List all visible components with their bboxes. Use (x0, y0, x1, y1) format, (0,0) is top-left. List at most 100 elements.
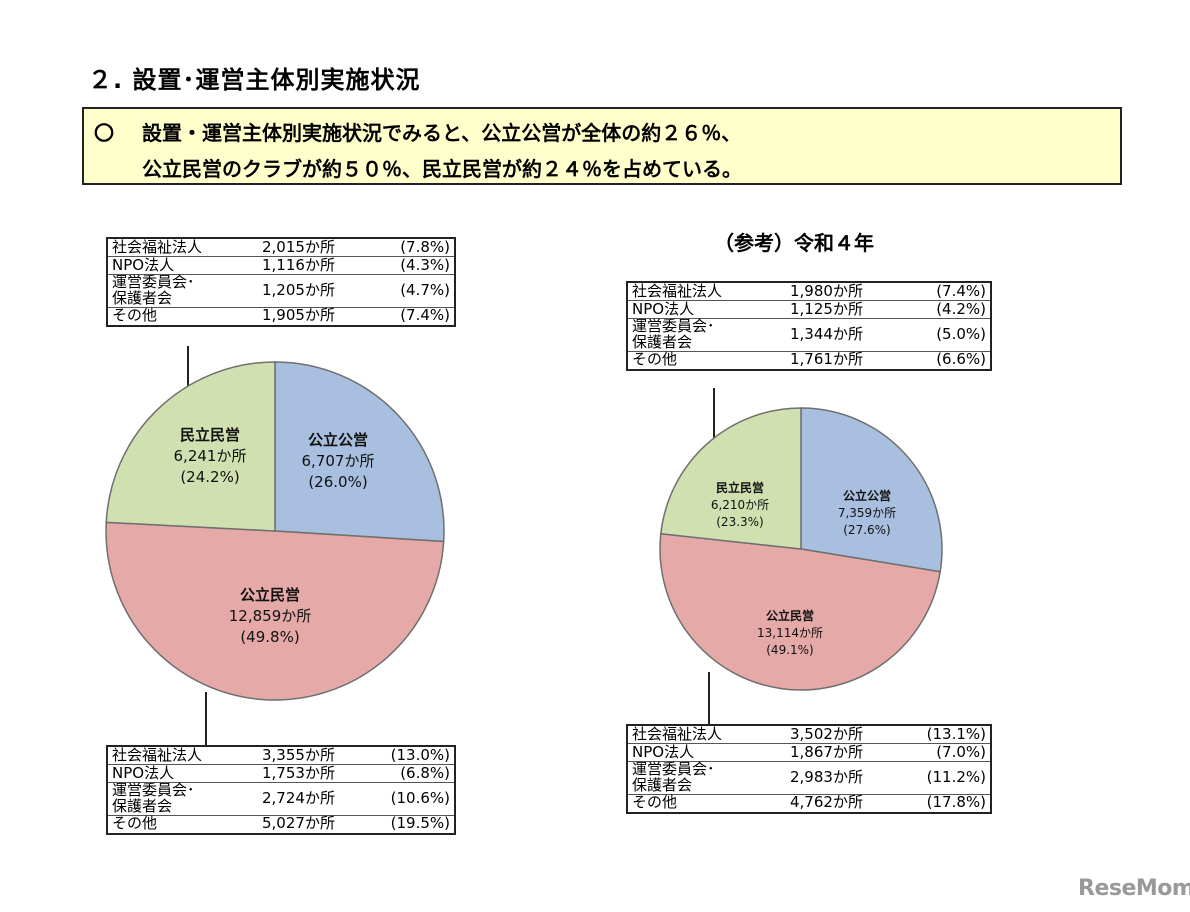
slice-category-label: 民立民営 (716, 480, 764, 495)
row-name-line: 運営委員会･ (112, 273, 195, 291)
pie-chart-current: 公立公営 6,707か所 (26.0%) 公立民営 12,859か所 (49.8%) 民立民… (105, 361, 445, 701)
row-count: 1,905か所 (258, 306, 374, 326)
table-row: その他 4,762か所 (17.8%) (627, 793, 991, 813)
table-row: 社会福祉法人 1,980か所 (7.4%) (627, 282, 991, 301)
slice-percent-label: (23.3%) (716, 515, 763, 529)
row-name: その他 (627, 350, 786, 370)
breakdown-table-reference-private: 社会福祉法人 1,980か所 (7.4%) NPO法人 1,125か所 (4.2… (626, 281, 992, 371)
row-percent: (7.0%) (900, 743, 991, 762)
row-name-line: 運営委員会･ (632, 317, 715, 335)
row-name: 運営委員会･ 保護者会 (627, 760, 786, 794)
row-name-line: 保護者会 (112, 796, 173, 815)
slice-count-label: 6,210か所 (711, 498, 769, 512)
slice-percent-label: (49.1%) (766, 643, 813, 657)
watermark-logo: ReseMom (1078, 876, 1190, 901)
slice-count-label: 6,241か所 (174, 447, 247, 465)
row-count: 4,762か所 (786, 793, 900, 813)
row-percent: (4.7%) (374, 274, 455, 307)
row-count: 1,205か所 (258, 274, 374, 307)
row-name: その他 (627, 793, 786, 813)
row-name-line: 運営委員会･ (632, 760, 715, 778)
row-count: 1,344か所 (786, 318, 900, 351)
pie-chart-reference: 公立公営 7,359か所 (27.6%) 公立民営 13,114か所 (49.1%) 民立民… (659, 407, 943, 691)
slice-category-label: 公立公営 (843, 488, 891, 503)
table-row: 社会福祉法人 2,015か所 (7.8%) (107, 238, 455, 257)
table-row: NPO法人 1,753か所 (6.8%) (107, 764, 455, 783)
slice-category-label: 公立公営 (308, 431, 368, 449)
table-row: その他 1,761か所 (6.6%) (627, 350, 991, 370)
row-name-line: 保護者会 (632, 332, 693, 351)
row-count: 2,015か所 (262, 237, 335, 256)
row-percent: (13.0%) (390, 745, 450, 764)
summary-box: 〇 設置・運営主体別実施状況でみると、公立公営が全体の約２６％、 公立民営のクラ… (82, 107, 1122, 185)
slice-percent-label: (26.0%) (308, 473, 367, 491)
row-name-line: 運営委員会･ (112, 781, 195, 799)
row-percent: (17.8%) (900, 793, 991, 813)
row-name: その他 (107, 306, 258, 326)
row-name: NPO法人 (627, 743, 786, 762)
table-row: 運営委員会･ 保護者会 1,205か所 (4.7%) (107, 273, 455, 307)
slice-count-label: 13,114か所 (757, 626, 823, 640)
table-row: 運営委員会･ 保護者会 2,983か所 (11.2%) (627, 760, 991, 794)
reference-title: （参考）令和４年 (714, 231, 874, 255)
row-count: 1,116か所 (258, 256, 374, 275)
slice-count-label: 6,707か所 (302, 452, 375, 470)
table-row: NPO法人 1,125か所 (4.2%) (627, 300, 991, 319)
table-row: NPO法人 1,867か所 (7.0%) (627, 743, 991, 762)
row-name: NPO法人 (107, 256, 258, 275)
slice-category-label: 公立民営 (240, 586, 300, 604)
summary-line-2: 公立民営のクラブが約５０％、民立民営が約２４％を占めている。 (142, 157, 742, 181)
breakdown-table-current-public-private: 社会福祉法人 3,355か所 (13.0%) NPO法人 1,753か所 (6.… (106, 745, 456, 835)
table-row: 運営委員会･ 保護者会 2,724か所 (10.6%) (107, 781, 455, 815)
pie-slice (660, 407, 802, 550)
breakdown-table-reference-public-private: 社会福祉法人 3,502か所 (13.1%) NPO法人 1,867か所 (7.… (626, 724, 992, 814)
row-name-line: 保護者会 (112, 288, 173, 307)
row-count: 1,980か所 (790, 281, 863, 300)
row-count: 3,502か所 (790, 724, 863, 743)
row-name: 社会福祉法人 (112, 745, 203, 764)
row-count: 5,027か所 (258, 814, 374, 834)
page-heading: ２. 設置･運営主体別実施状況 (88, 66, 421, 94)
pie-slice (659, 532, 942, 691)
slice-percent-label: (24.2%) (180, 468, 239, 486)
breakdown-table-current-private: 社会福祉法人 2,015か所 (7.8%) NPO法人 1,116か所 (4.3… (106, 237, 456, 327)
slice-category-label: 民立民営 (180, 426, 240, 444)
row-percent: (11.2%) (900, 761, 991, 794)
row-percent: (10.6%) (374, 782, 455, 815)
circle-bullet: 〇 (94, 121, 114, 145)
row-name: その他 (107, 814, 258, 834)
slice-count-label: 7,359か所 (838, 506, 896, 520)
table-row: その他 1,905か所 (7.4%) (107, 306, 455, 326)
pie-slice (800, 407, 943, 573)
row-name: 社会福祉法人 (632, 724, 723, 743)
row-percent: (19.5%) (374, 814, 455, 834)
row-name: 運営委員会･ 保護者会 (107, 781, 258, 815)
table-row: 社会福祉法人 3,502か所 (13.1%) (627, 725, 991, 744)
row-percent: (6.6%) (900, 350, 991, 370)
row-percent: (13.1%) (926, 724, 986, 743)
row-count: 2,724か所 (258, 782, 374, 815)
table-row: NPO法人 1,116か所 (4.3%) (107, 256, 455, 275)
row-percent: (4.2%) (900, 300, 991, 319)
table-row: その他 5,027か所 (19.5%) (107, 814, 455, 834)
row-count: 1,761か所 (786, 350, 900, 370)
row-count: 1,867か所 (786, 743, 900, 762)
table-row: 運営委員会･ 保護者会 1,344か所 (5.0%) (627, 317, 991, 351)
pie-slice (105, 521, 445, 701)
row-percent: (5.0%) (900, 318, 991, 351)
row-count: 2,983か所 (786, 761, 900, 794)
pie-slice (105, 361, 276, 532)
row-percent: (6.8%) (374, 764, 455, 783)
row-percent: (7.4%) (374, 306, 455, 326)
table-row: 社会福祉法人 3,355か所 (13.0%) (107, 746, 455, 765)
slice-percent-label: (27.6%) (843, 523, 890, 537)
row-name: 社会福祉法人 (632, 281, 723, 300)
row-count: 1,753か所 (258, 764, 374, 783)
row-count: 3,355か所 (262, 745, 335, 764)
row-percent: (7.4%) (936, 281, 986, 300)
row-percent: (7.8%) (400, 237, 450, 256)
slice-category-label: 公立民営 (766, 608, 814, 623)
slice-percent-label: (49.8%) (240, 628, 299, 646)
row-percent: (4.3%) (374, 256, 455, 275)
